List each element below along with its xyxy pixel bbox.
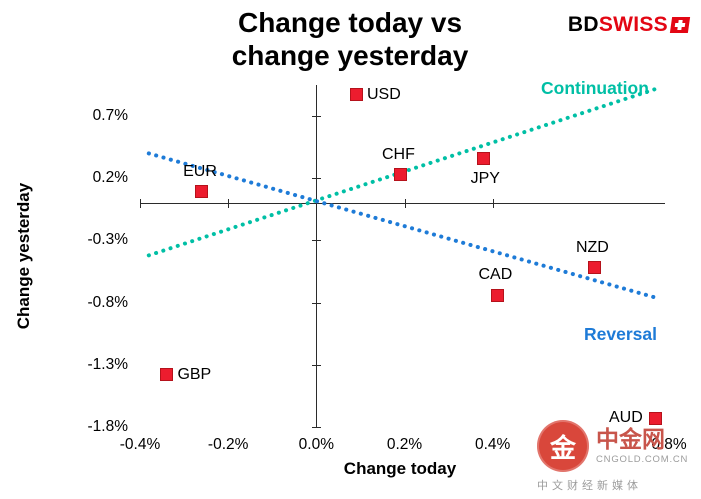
point-label-aud: AUD <box>608 409 643 427</box>
point-label-nzd: NZD <box>575 238 609 256</box>
x-tick-mark <box>492 199 494 209</box>
marker-usd <box>349 88 363 102</box>
point-label-eur: EUR <box>183 162 217 180</box>
y-tick-mark <box>312 116 322 118</box>
bdswiss-logo: BD SWISS <box>567 13 691 37</box>
x-axis-title: Change today <box>343 459 457 478</box>
chart-title-line1: Change today vs <box>237 7 463 38</box>
reversal-annotation: Reversal <box>584 324 657 344</box>
logo-bd-text: BD <box>567 13 599 36</box>
marker-cad <box>490 288 504 302</box>
y-tick-label: 0.7% <box>92 107 128 125</box>
y-tick-label: -0.8% <box>87 293 129 311</box>
x-tick-label: 0.8% <box>651 436 687 453</box>
cngold-logo-icon: 金 <box>537 420 589 472</box>
y-axis-title: Change yesterday <box>14 182 33 330</box>
x-tick-mark <box>316 199 318 209</box>
y-tick-mark <box>312 364 322 366</box>
continuation-annotation: Continuation <box>541 78 649 98</box>
chart-title: Change today vs change yesterday <box>120 6 580 72</box>
y-tick-mark <box>312 240 322 242</box>
marker-chf <box>393 168 407 182</box>
y-tick-label: 0.2% <box>92 169 128 187</box>
point-label-usd: USD <box>367 85 401 103</box>
x-tick-label: 0.2% <box>386 436 423 453</box>
x-axis-line <box>140 203 665 205</box>
x-tick-label: 0.4% <box>474 436 511 453</box>
y-tick-mark <box>312 427 322 428</box>
watermark-text: 中金网 CNGOLD.COM.CN <box>596 427 688 464</box>
marker-nzd <box>587 261 601 275</box>
chart-title-line2: change yesterday <box>231 40 469 72</box>
logo-swiss-text: SWISS <box>598 13 668 36</box>
marker-aud <box>649 411 663 425</box>
x-tick-mark <box>228 199 230 209</box>
x-tick-label: -0.2% <box>207 436 249 453</box>
watermark-tagline: 中文财经新媒体 <box>537 480 642 492</box>
point-label-gbp: GBP <box>177 365 212 383</box>
y-tick-label: -0.3% <box>87 231 129 249</box>
point-label-cad: CAD <box>478 266 513 284</box>
x-tick-label: -0.4% <box>119 436 161 453</box>
cngold-watermark: 金 中金网 CNGOLD.COM.CN 中文财经新媒体 <box>537 420 693 493</box>
marker-eur <box>195 185 209 199</box>
x-tick-label: 0.0% <box>298 436 334 453</box>
marker-gbp <box>159 368 173 382</box>
x-tick-mark <box>404 199 406 209</box>
x-tick-mark <box>140 199 141 209</box>
point-label-chf: CHF <box>381 145 415 163</box>
y-axis-line <box>316 85 317 427</box>
watermark-domain: CNGOLD.COM.CN <box>596 453 689 465</box>
y-tick-label: -1.3% <box>87 355 129 373</box>
y-tick-mark <box>312 178 322 180</box>
y-tick-mark <box>312 302 322 304</box>
watermark-row: 金 中金网 CNGOLD.COM.CN <box>537 420 693 472</box>
y-tick-label: -1.8% <box>87 418 129 435</box>
watermark-name: 中金网 <box>596 426 665 453</box>
cngold-glyph: 金 <box>549 432 576 463</box>
marker-jpy <box>477 151 491 165</box>
point-label-jpy: JPY <box>470 170 500 188</box>
